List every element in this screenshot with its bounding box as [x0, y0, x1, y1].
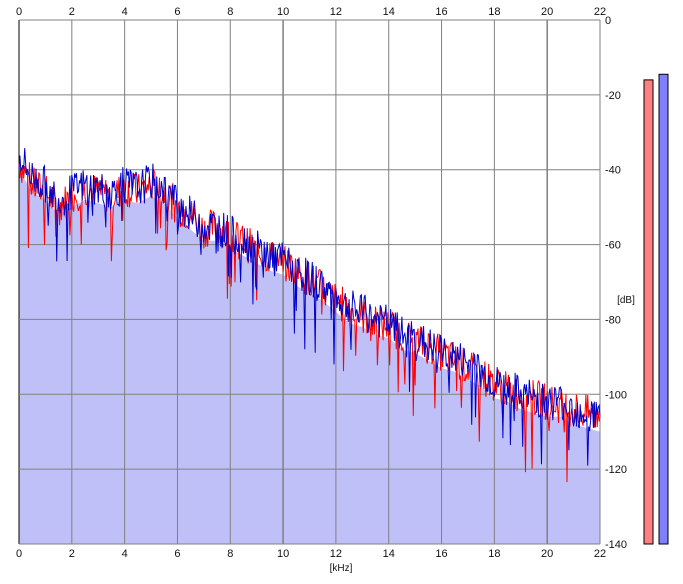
y-tick-label: -100 [605, 389, 627, 401]
x-tick-label-top: 10 [277, 6, 289, 18]
x-tick-label-top: 20 [541, 6, 553, 18]
x-tick-label-bottom: 0 [16, 548, 22, 560]
x-tick-label-bottom: 10 [277, 548, 289, 560]
x-tick-label-bottom: 2 [69, 548, 75, 560]
x-tick-label-top: 16 [435, 6, 447, 18]
y-tick-label: -60 [605, 240, 621, 252]
x-tick-label-bottom: 6 [174, 548, 180, 560]
x-axis-top: 0 2 4 6 8 10 12 14 16 18 20 22 [16, 6, 606, 18]
x-tick-label-top: 2 [69, 6, 75, 18]
x-tick-label-bottom: 12 [330, 548, 342, 560]
x-axis-label: [kHz] [330, 563, 353, 574]
y-tick-label: 0 [605, 15, 611, 27]
x-tick-label-top: 4 [122, 6, 128, 18]
x-axis-bottom: 0 2 4 6 8 10 12 14 16 18 20 22 [16, 548, 606, 560]
y-tick-label: -140 [605, 539, 627, 551]
y-tick-label: -20 [605, 90, 621, 102]
x-tick-label-top: 8 [227, 6, 233, 18]
x-tick-label-top: 14 [383, 6, 395, 18]
x-tick-label-top: 0 [16, 6, 22, 18]
y-tick-label: -40 [605, 165, 621, 177]
level-meter-right [658, 73, 669, 545]
x-tick-label-top: 18 [488, 6, 500, 18]
y-axis-label: [dB] [617, 295, 635, 306]
x-tick-label-bottom: 8 [227, 548, 233, 560]
x-tick-label-top: 12 [330, 6, 342, 18]
x-tick-label-top: 22 [594, 6, 606, 18]
x-tick-label-bottom: 14 [383, 548, 395, 560]
x-tick-label-bottom: 4 [122, 548, 128, 560]
level-meter-left [643, 79, 654, 545]
y-tick-label: -80 [605, 314, 621, 326]
grid [18, 19, 601, 545]
x-tick-label-top: 6 [174, 6, 180, 18]
spectrum-fill [19, 169, 600, 544]
y-tick-label: -120 [605, 464, 627, 476]
x-tick-label-bottom: 22 [594, 548, 606, 560]
x-tick-label-bottom: 16 [435, 548, 447, 560]
series-blue-line [18, 148, 601, 466]
y-axis-right: 0 -20 -40 -60 -80 -100 -120 -140 [605, 15, 627, 551]
x-tick-label-bottom: 18 [488, 548, 500, 560]
x-tick-label-bottom: 20 [541, 548, 553, 560]
